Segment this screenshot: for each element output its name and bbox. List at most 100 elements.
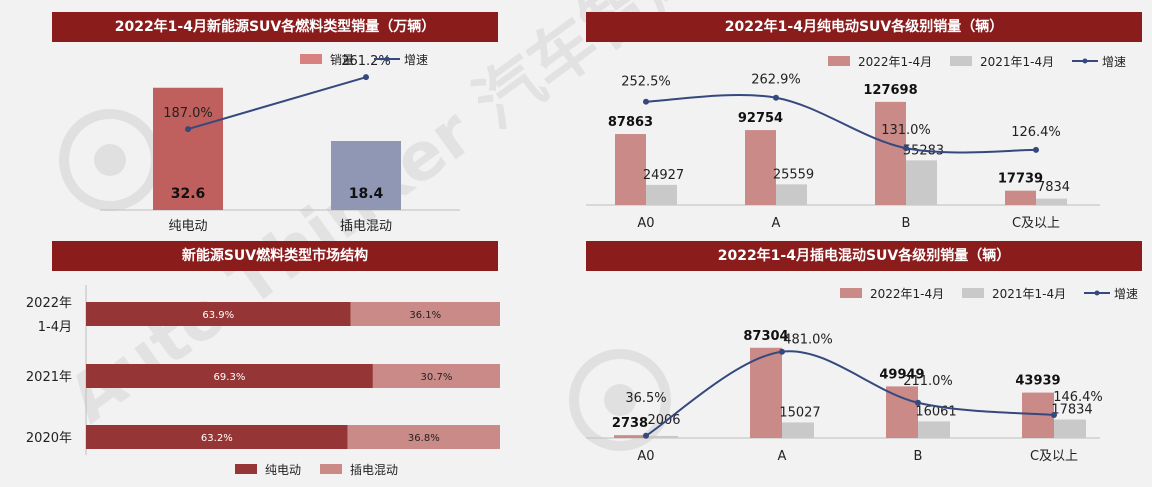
chart2-label-2021: 25559 — [773, 167, 814, 182]
chart1-bar-label: 32.6 — [171, 186, 206, 202]
chart2-category-label: B — [902, 216, 911, 231]
chart2-bar-2022 — [875, 101, 906, 205]
chart2-growth-point — [903, 145, 909, 152]
chart4-growth-point — [915, 399, 921, 406]
chart2-bar-2022 — [615, 134, 646, 205]
chart3-bar-ev — [86, 425, 348, 449]
chart1-growth-line — [187, 76, 367, 131]
chart2-title: 2022年1-4月纯电动SUV各级别销量（辆） — [586, 12, 1142, 42]
chart2-growth-label: 262.9% — [751, 73, 801, 88]
chart4-label-2022: 2738 — [612, 416, 648, 431]
chart3-bar-phev — [372, 364, 500, 388]
chart2-legend-2021-label: 2021年1-4月 — [980, 55, 1054, 69]
chart1-growth-label: 187.0% — [163, 106, 213, 121]
chart3-category-label: 2020年 — [26, 431, 72, 446]
chart2-growth-label: 126.4% — [1011, 125, 1061, 140]
chart2-category-label: A0 — [637, 216, 654, 231]
chart4-category-label: B — [914, 449, 923, 464]
chart3-label-ev: 63.2% — [201, 433, 233, 444]
chart4-growth-line — [645, 350, 1055, 437]
chart4-growth-point — [779, 348, 785, 355]
chart2-growth-line — [645, 93, 1037, 154]
chart4-legend-2021-label: 2021年1-4月 — [992, 287, 1066, 301]
chart4-label-2022: 87304 — [743, 329, 788, 344]
chart3-legend-ev-swatch — [235, 464, 257, 474]
chart4-growth-label: 146.4% — [1053, 390, 1103, 405]
chart1-category-label: 插电混动 — [340, 219, 392, 234]
chart4-bar-2021 — [918, 421, 950, 438]
chart1-growth-label: 261.2% — [341, 54, 391, 69]
chart2-legend-2021-swatch — [950, 56, 972, 66]
chart1-legend-sales-swatch — [300, 54, 322, 64]
chart4-category-label: C及以上 — [1030, 449, 1078, 464]
chart3-label-phev: 36.1% — [409, 310, 441, 321]
chart1-legend-growth-label: 增速 — [404, 53, 428, 67]
chart3-label-phev: 30.7% — [421, 372, 453, 383]
chart2-bar-2021 — [776, 184, 807, 205]
chart4-legend-2021-swatch — [962, 288, 984, 298]
chart4-growth-label: 36.5% — [625, 391, 666, 406]
chart1-bar-label: 18.4 — [349, 186, 384, 202]
chart3-legend-phev-swatch — [320, 464, 342, 474]
chart2-category-label: A — [772, 216, 781, 231]
chart2-label-2022: 17739 — [998, 172, 1043, 187]
chart3-bar-ev — [86, 364, 373, 388]
chart3-legend-ev-label: 纯电动 — [265, 463, 301, 477]
chart2-growth-point — [643, 98, 649, 105]
chart2-legend-2022-swatch — [828, 56, 850, 66]
chart3-bar-phev — [347, 425, 500, 449]
chart4-growth-label: 481.0% — [783, 333, 833, 348]
chart1-growth-point — [363, 74, 369, 81]
chart2-label-2022: 87863 — [608, 115, 653, 130]
chart4-legend-2022-label: 2022年1-4月 — [870, 287, 944, 301]
chart1-legend-sales-label: 销量 — [330, 53, 354, 67]
chart4-label-2021: 2006 — [647, 413, 680, 428]
chart4-growth-label: 211.0% — [903, 374, 953, 389]
chart3-title: 新能源SUV燃料类型市场结构 — [52, 241, 498, 271]
chart4-label-2021: 17834 — [1051, 403, 1092, 418]
chart3-legend-phev-label: 插电混动 — [350, 463, 398, 477]
chart2-growth-point — [1033, 146, 1039, 153]
chart4-legend-growth-label: 增速 — [1114, 287, 1138, 301]
chart4-label-2021: 15027 — [779, 405, 820, 420]
chart2-label-2021: 24927 — [643, 168, 684, 183]
chart4-category-label: A — [778, 449, 787, 464]
chart3-label-phev: 36.8% — [408, 433, 440, 444]
chart4-legend-2022-swatch — [840, 288, 862, 298]
chart3-category-label: 2021年 — [26, 370, 72, 385]
chart4-label-2022: 43939 — [1015, 374, 1060, 389]
chart2-legend-growth-marker — [1082, 58, 1088, 64]
chart4-bar-2022 — [886, 386, 918, 438]
chart2-label-2022: 92754 — [738, 111, 783, 126]
chart1-growth-point — [185, 126, 191, 133]
watermark-logo-icon-2 — [569, 349, 671, 451]
chart2-legend-growth-label: 增速 — [1102, 55, 1126, 69]
chart3-label-ev: 69.3% — [214, 372, 246, 383]
chart2-bar-2022 — [1005, 190, 1036, 205]
chart3-category-label: 1-4月 — [38, 320, 72, 335]
chart2-label-2022: 127698 — [863, 83, 917, 98]
chart1-category-label: 纯电动 — [168, 219, 207, 234]
chart3-bar-phev — [350, 302, 500, 326]
chart3-label-ev: 63.9% — [202, 310, 234, 321]
chart2-growth-point — [773, 94, 779, 101]
chart4-bar-2022 — [614, 435, 646, 438]
chart2-bar-2021 — [1036, 198, 1067, 205]
chart4-growth-point — [643, 432, 649, 439]
chart2-growth-label: 252.5% — [621, 75, 671, 90]
chart4-bar-2021 — [782, 422, 814, 438]
chart2-bar-2021 — [646, 184, 677, 205]
chart3-category-label: 2022年 — [26, 296, 72, 311]
chart2-bar-2021 — [906, 160, 937, 205]
chart4-legend-growth-marker — [1094, 290, 1100, 296]
chart4-title: 2022年1-4月插电混动SUV各级别销量（辆） — [586, 241, 1142, 271]
chart2-growth-label: 131.0% — [881, 123, 931, 138]
chart1-bar — [153, 87, 223, 210]
chart4-growth-point — [1051, 411, 1057, 418]
chart4-bar-2021 — [1054, 419, 1086, 438]
chart3-bar-ev — [86, 302, 351, 326]
chart4-bar-2021 — [646, 435, 678, 438]
chart2-bar-2022 — [745, 130, 776, 205]
chart1-title: 2022年1-4月新能源SUV各燃料类型销量（万辆） — [52, 12, 498, 42]
